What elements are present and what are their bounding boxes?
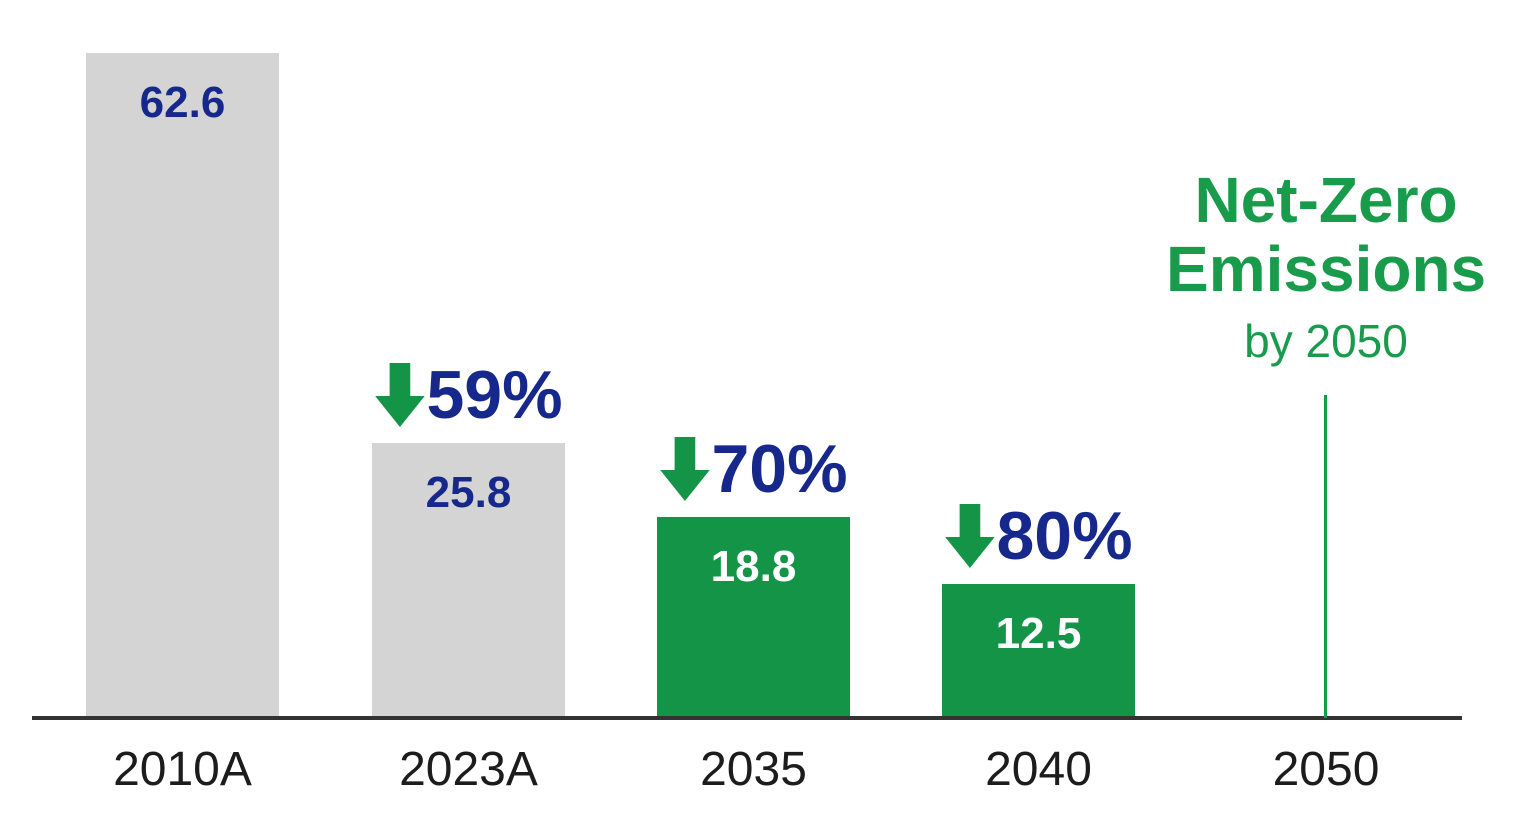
bar-group-2040: 80% 12.5 2040 [942, 0, 1135, 837]
reduction-callout-2040: 80% [944, 498, 1133, 574]
bar-value-label: 12.5 [995, 609, 1082, 658]
reduction-percent-label: 80% [996, 498, 1133, 574]
bar-value-label: 18.8 [710, 542, 797, 591]
bar-group-2035: 70% 18.8 2035 [657, 0, 850, 837]
x-tick-label-2023a: 2023A [399, 743, 538, 796]
net-zero-title-line1: Net-Zero [1194, 164, 1458, 236]
reduction-percent-label: 59% [426, 357, 563, 433]
bar-2010a: 62.6 [86, 53, 279, 716]
down-arrow-icon [659, 437, 710, 501]
down-arrow-icon [374, 363, 425, 427]
bar-value-label: 25.8 [425, 468, 512, 517]
net-zero-target-line [1324, 395, 1327, 718]
x-tick-label-2050: 2050 [1272, 743, 1380, 796]
net-zero-subtitle: by 2050 [1244, 315, 1408, 368]
bar-value-label: 62.6 [139, 78, 226, 127]
reduction-callout-2023a: 59% [374, 357, 563, 433]
bar-group-2023a: 59% 25.8 2023A [372, 0, 565, 837]
x-tick-label-2035: 2035 [700, 743, 807, 796]
reduction-percent-label: 70% [711, 431, 848, 507]
bar-2035: 18.8 [657, 517, 850, 716]
net-zero-annotation-text: Net-Zero Emissions by 2050 [1166, 164, 1487, 368]
bar-2040: 12.5 [942, 584, 1135, 716]
net-zero-title-line2: Emissions [1166, 233, 1487, 306]
reduction-callout-2035: 70% [659, 431, 848, 507]
net-zero-annotation-group: Net-Zero Emissions by 2050 2050 [1166, 0, 1486, 837]
x-tick-label-2010a: 2010A [113, 743, 252, 796]
x-tick-label-2040: 2040 [985, 743, 1092, 796]
down-arrow-icon [944, 504, 995, 568]
bar-group-2010a: 62.6 2010A [86, 0, 279, 837]
x-axis-line [32, 716, 1462, 720]
bar-2023a: 25.8 [372, 443, 565, 716]
